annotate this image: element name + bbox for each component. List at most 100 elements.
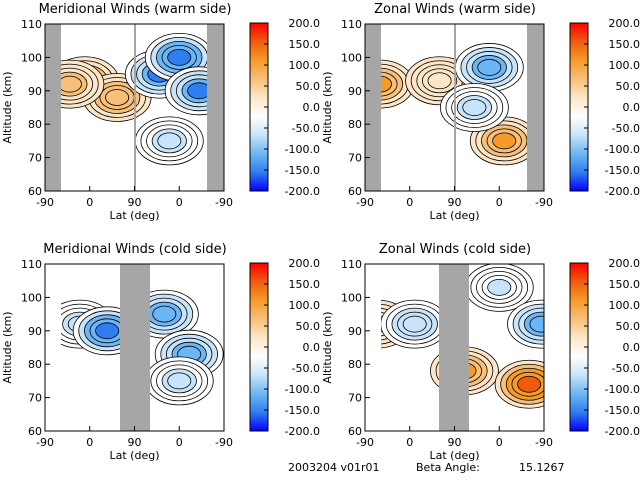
x-tick-label: -90 <box>535 196 553 209</box>
contour-level <box>152 305 177 323</box>
y-tick-label: 100 <box>341 291 362 304</box>
colorbar-label: 50.0 <box>616 80 640 93</box>
chart-title: Zonal Winds (warm side) <box>374 2 536 17</box>
x-tick-label: 0 <box>86 196 93 209</box>
y-axis-label: Altitude (km) <box>321 71 334 143</box>
chart-title: Meridional Winds (cold side) <box>43 242 227 257</box>
colorbar-label: 200.0 <box>289 17 321 30</box>
x-tick-label: 0 <box>496 196 503 209</box>
panel-meridional-cold: Meridional Winds (cold side) 60 70 80 90 100… <box>0 240 320 480</box>
colorbar-label: 150.0 <box>609 38 640 51</box>
colorbar-label: -50.0 <box>292 122 320 135</box>
data-gap <box>45 24 61 191</box>
y-tick-label: 60 <box>28 185 42 198</box>
colorbar-label: -100.0 <box>285 143 320 156</box>
y-tick-label: 70 <box>28 392 42 405</box>
y-tick-label: 90 <box>28 325 42 338</box>
y-tick-label: 110 <box>341 18 362 31</box>
x-axis-label: Lat (deg) <box>110 209 160 222</box>
y-tick-label: 70 <box>28 152 42 165</box>
colorbar-label: 0.0 <box>623 341 640 354</box>
colorbar-label: 200.0 <box>609 257 640 270</box>
y-axis-label: Altitude (km) <box>1 311 14 383</box>
contour-level <box>157 132 182 150</box>
x-tick-label: 0 <box>176 436 183 449</box>
chart-meridional-warm: 60 70 80 90 100 110 -90 0 90 0 -90 Lat (deg) Altitud… <box>1 17 321 222</box>
y-axis-label: Altitude (km) <box>1 71 14 143</box>
contour-level <box>105 89 130 106</box>
y-tick-label: 110 <box>21 18 42 31</box>
colorbar-label: 200.0 <box>609 17 640 30</box>
chart-title: Meridional Winds (warm side) <box>38 2 232 17</box>
colorbar-label: 100.0 <box>289 299 321 312</box>
panel-zonal-cold: Zonal Winds (cold side) 60 70 80 90 100 110 -9… <box>320 240 640 480</box>
chart-meridional-cold: 60 70 80 90 100 110 -90 0 90 0 -90 Lat (deg) Altitud… <box>1 257 321 462</box>
contour-level <box>95 322 120 340</box>
colorbar-label: 100.0 <box>609 299 640 312</box>
colorbar-label: -150.0 <box>285 164 320 177</box>
contour-level <box>427 72 452 90</box>
footer-beta-label: Beta Angle: <box>416 461 480 474</box>
y-tick-label: 90 <box>28 85 42 98</box>
colorbar-label: 0.0 <box>303 341 321 354</box>
colorbar-label: 200.0 <box>289 257 321 270</box>
contour-level <box>462 99 487 116</box>
x-axis-label: Lat (deg) <box>430 449 480 462</box>
contour-level <box>187 82 207 100</box>
data-gap <box>207 24 224 191</box>
y-tick-label: 90 <box>348 85 362 98</box>
x-tick-label: 0 <box>406 436 413 449</box>
y-tick-label: 80 <box>28 358 42 371</box>
colorbar-label: 50.0 <box>296 80 321 93</box>
x-tick-label: -90 <box>535 436 553 449</box>
x-tick-label: -90 <box>215 436 233 449</box>
contour-level <box>492 132 517 150</box>
colorbar-label: -150.0 <box>285 404 320 417</box>
x-tick-label: 0 <box>406 196 413 209</box>
contour-level <box>167 49 192 66</box>
colorbar-label: 100.0 <box>609 59 640 72</box>
data-gap <box>365 24 381 191</box>
contour-level <box>61 75 82 93</box>
y-axis-label: Altitude (km) <box>321 311 334 383</box>
x-tick-label: 90 <box>128 196 142 209</box>
y-tick-label: 110 <box>21 258 42 271</box>
colorbar-label: -150.0 <box>605 164 640 177</box>
colorbar-label: -150.0 <box>605 404 640 417</box>
colorbar-label: -100.0 <box>605 383 640 396</box>
data-gap <box>439 264 469 431</box>
colorbar-label: 100.0 <box>289 59 321 72</box>
colorbar-label: -50.0 <box>612 122 640 135</box>
colorbar-label: 0.0 <box>623 101 640 114</box>
colorbar-label: 150.0 <box>289 278 321 291</box>
x-tick-label: 90 <box>448 436 462 449</box>
colorbar-label: 50.0 <box>616 320 640 333</box>
y-tick-label: 60 <box>348 185 362 198</box>
colorbar-label: -100.0 <box>285 383 320 396</box>
colorbar-label: -200.0 <box>605 425 640 438</box>
y-tick-label: 70 <box>348 392 362 405</box>
data-gap <box>454 24 456 191</box>
y-tick-label: 110 <box>341 258 362 271</box>
x-tick-label: -90 <box>356 196 374 209</box>
x-tick-label: -90 <box>215 196 233 209</box>
colorbar-label: 150.0 <box>609 278 640 291</box>
x-tick-label: 0 <box>496 436 503 449</box>
footer-beta-value: 15.1267 <box>519 461 565 474</box>
data-gap <box>527 24 544 191</box>
colorbar-label: -200.0 <box>285 185 320 198</box>
x-tick-label: 90 <box>128 436 142 449</box>
colorbar-label: 50.0 <box>296 320 321 333</box>
x-tick-label: -90 <box>36 436 54 449</box>
x-tick-label: -90 <box>356 436 374 449</box>
x-axis-label: Lat (deg) <box>430 209 480 222</box>
y-tick-label: 60 <box>348 425 362 438</box>
y-tick-label: 90 <box>348 325 362 338</box>
colorbar-label: 0.0 <box>303 101 321 114</box>
y-tick-label: 100 <box>341 51 362 64</box>
colorbar-label: -200.0 <box>285 425 320 438</box>
data-gap <box>120 264 150 431</box>
contour-level <box>477 59 502 76</box>
colorbar-label: -50.0 <box>292 362 320 375</box>
contour-level <box>381 75 392 93</box>
